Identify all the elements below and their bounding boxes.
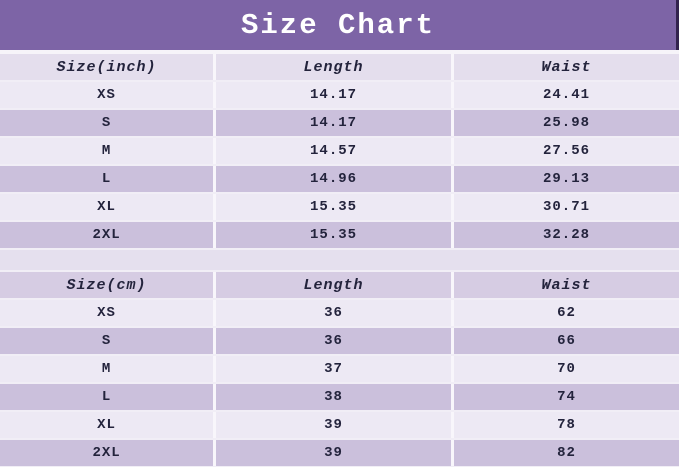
title-bar: Size Chart [0, 0, 679, 50]
table-row-xl: XL 39 78 [0, 412, 679, 438]
size-cell: S [0, 328, 214, 354]
size-cell: XL [0, 194, 214, 220]
waist-cell: 29.13 [454, 166, 679, 192]
size-table-cm: Size(cm) Length Waist XS 36 62 S 36 66 M… [0, 272, 679, 466]
header-cell-size: Size(cm) [0, 272, 214, 298]
table-row-m: M 37 70 [0, 356, 679, 382]
waist-cell: 27.56 [454, 138, 679, 164]
header-cell-waist: Waist [454, 54, 679, 80]
length-cell: 39 [216, 440, 451, 466]
waist-cell: 24.41 [454, 82, 679, 108]
size-cell: XL [0, 412, 214, 438]
waist-cell: 74 [454, 384, 679, 410]
waist-cell: 66 [454, 328, 679, 354]
table-row-m: M 14.57 27.56 [0, 138, 679, 164]
size-cell: L [0, 384, 214, 410]
size-cell: 2XL [0, 440, 214, 466]
size-cell: M [0, 138, 214, 164]
table-header-row: Size(cm) Length Waist [0, 272, 679, 298]
waist-cell: 78 [454, 412, 679, 438]
size-cell: S [0, 110, 214, 136]
header-cell-size: Size(inch) [0, 54, 214, 80]
length-cell: 36 [216, 328, 451, 354]
table-row-l: L 38 74 [0, 384, 679, 410]
waist-cell: 30.71 [454, 194, 679, 220]
page-title: Size Chart [240, 8, 436, 42]
table-row-2xl: 2XL 15.35 32.28 [0, 222, 679, 248]
table-separator [0, 250, 679, 270]
header-cell-waist: Waist [454, 272, 679, 298]
length-cell: 15.35 [216, 194, 451, 220]
table-row-xl: XL 15.35 30.71 [0, 194, 679, 220]
table-row-2xl: 2XL 39 82 [0, 440, 679, 466]
length-cell: 39 [216, 412, 451, 438]
waist-cell: 25.98 [454, 110, 679, 136]
table-row-l: L 14.96 29.13 [0, 166, 679, 192]
size-cell: XS [0, 300, 214, 326]
size-cell: XS [0, 82, 214, 108]
length-cell: 14.57 [216, 138, 451, 164]
length-cell: 15.35 [216, 222, 451, 248]
length-cell: 14.17 [216, 82, 451, 108]
table-header-row: Size(inch) Length Waist [0, 54, 679, 80]
title-divider [0, 50, 679, 54]
table-row-s: S 14.17 25.98 [0, 110, 679, 136]
header-cell-length: Length [216, 272, 451, 298]
waist-cell: 82 [454, 440, 679, 466]
length-cell: 14.96 [216, 166, 451, 192]
size-cell: L [0, 166, 214, 192]
waist-cell: 62 [454, 300, 679, 326]
table-row-s: S 36 66 [0, 328, 679, 354]
header-cell-length: Length [216, 54, 451, 80]
table-row-xs: XS 14.17 24.41 [0, 82, 679, 108]
size-table-inch: Size(inch) Length Waist XS 14.17 24.41 S… [0, 54, 679, 248]
size-cell: 2XL [0, 222, 214, 248]
length-cell: 36 [216, 300, 451, 326]
length-cell: 38 [216, 384, 451, 410]
length-cell: 14.17 [216, 110, 451, 136]
length-cell: 37 [216, 356, 451, 382]
waist-cell: 70 [454, 356, 679, 382]
size-cell: M [0, 356, 214, 382]
table-row-xs: XS 36 62 [0, 300, 679, 326]
waist-cell: 32.28 [454, 222, 679, 248]
